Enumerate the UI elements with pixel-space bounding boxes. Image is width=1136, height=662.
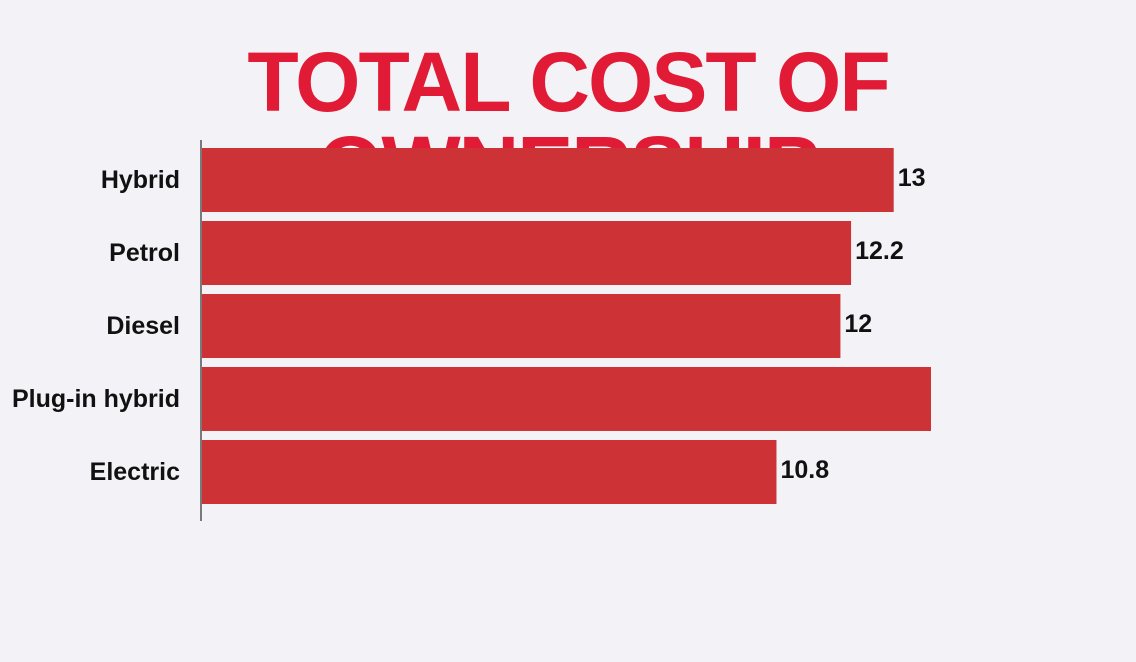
category-label: Electric — [90, 458, 180, 486]
value-label: 12.2 — [855, 237, 904, 265]
category-label: Hybrid — [101, 166, 180, 194]
value-label: 13 — [898, 164, 926, 192]
bar-electric — [201, 440, 777, 504]
bars-layer — [201, 148, 931, 504]
bar-hybrid — [201, 148, 894, 212]
category-label: Plug-in hybrid — [12, 385, 180, 413]
value-label: 10.8 — [780, 456, 829, 484]
labels-layer: Hybrid 13 Petrol 12.2 Diesel 12 Plug-in hybrid… — [12, 164, 926, 486]
category-label: Petrol — [109, 239, 180, 267]
bar-plug-in-hybrid — [201, 367, 931, 431]
bar-diesel — [201, 294, 841, 358]
category-label: Diesel — [106, 312, 180, 340]
bar-petrol — [201, 221, 852, 285]
value-label: 12 — [844, 310, 872, 338]
